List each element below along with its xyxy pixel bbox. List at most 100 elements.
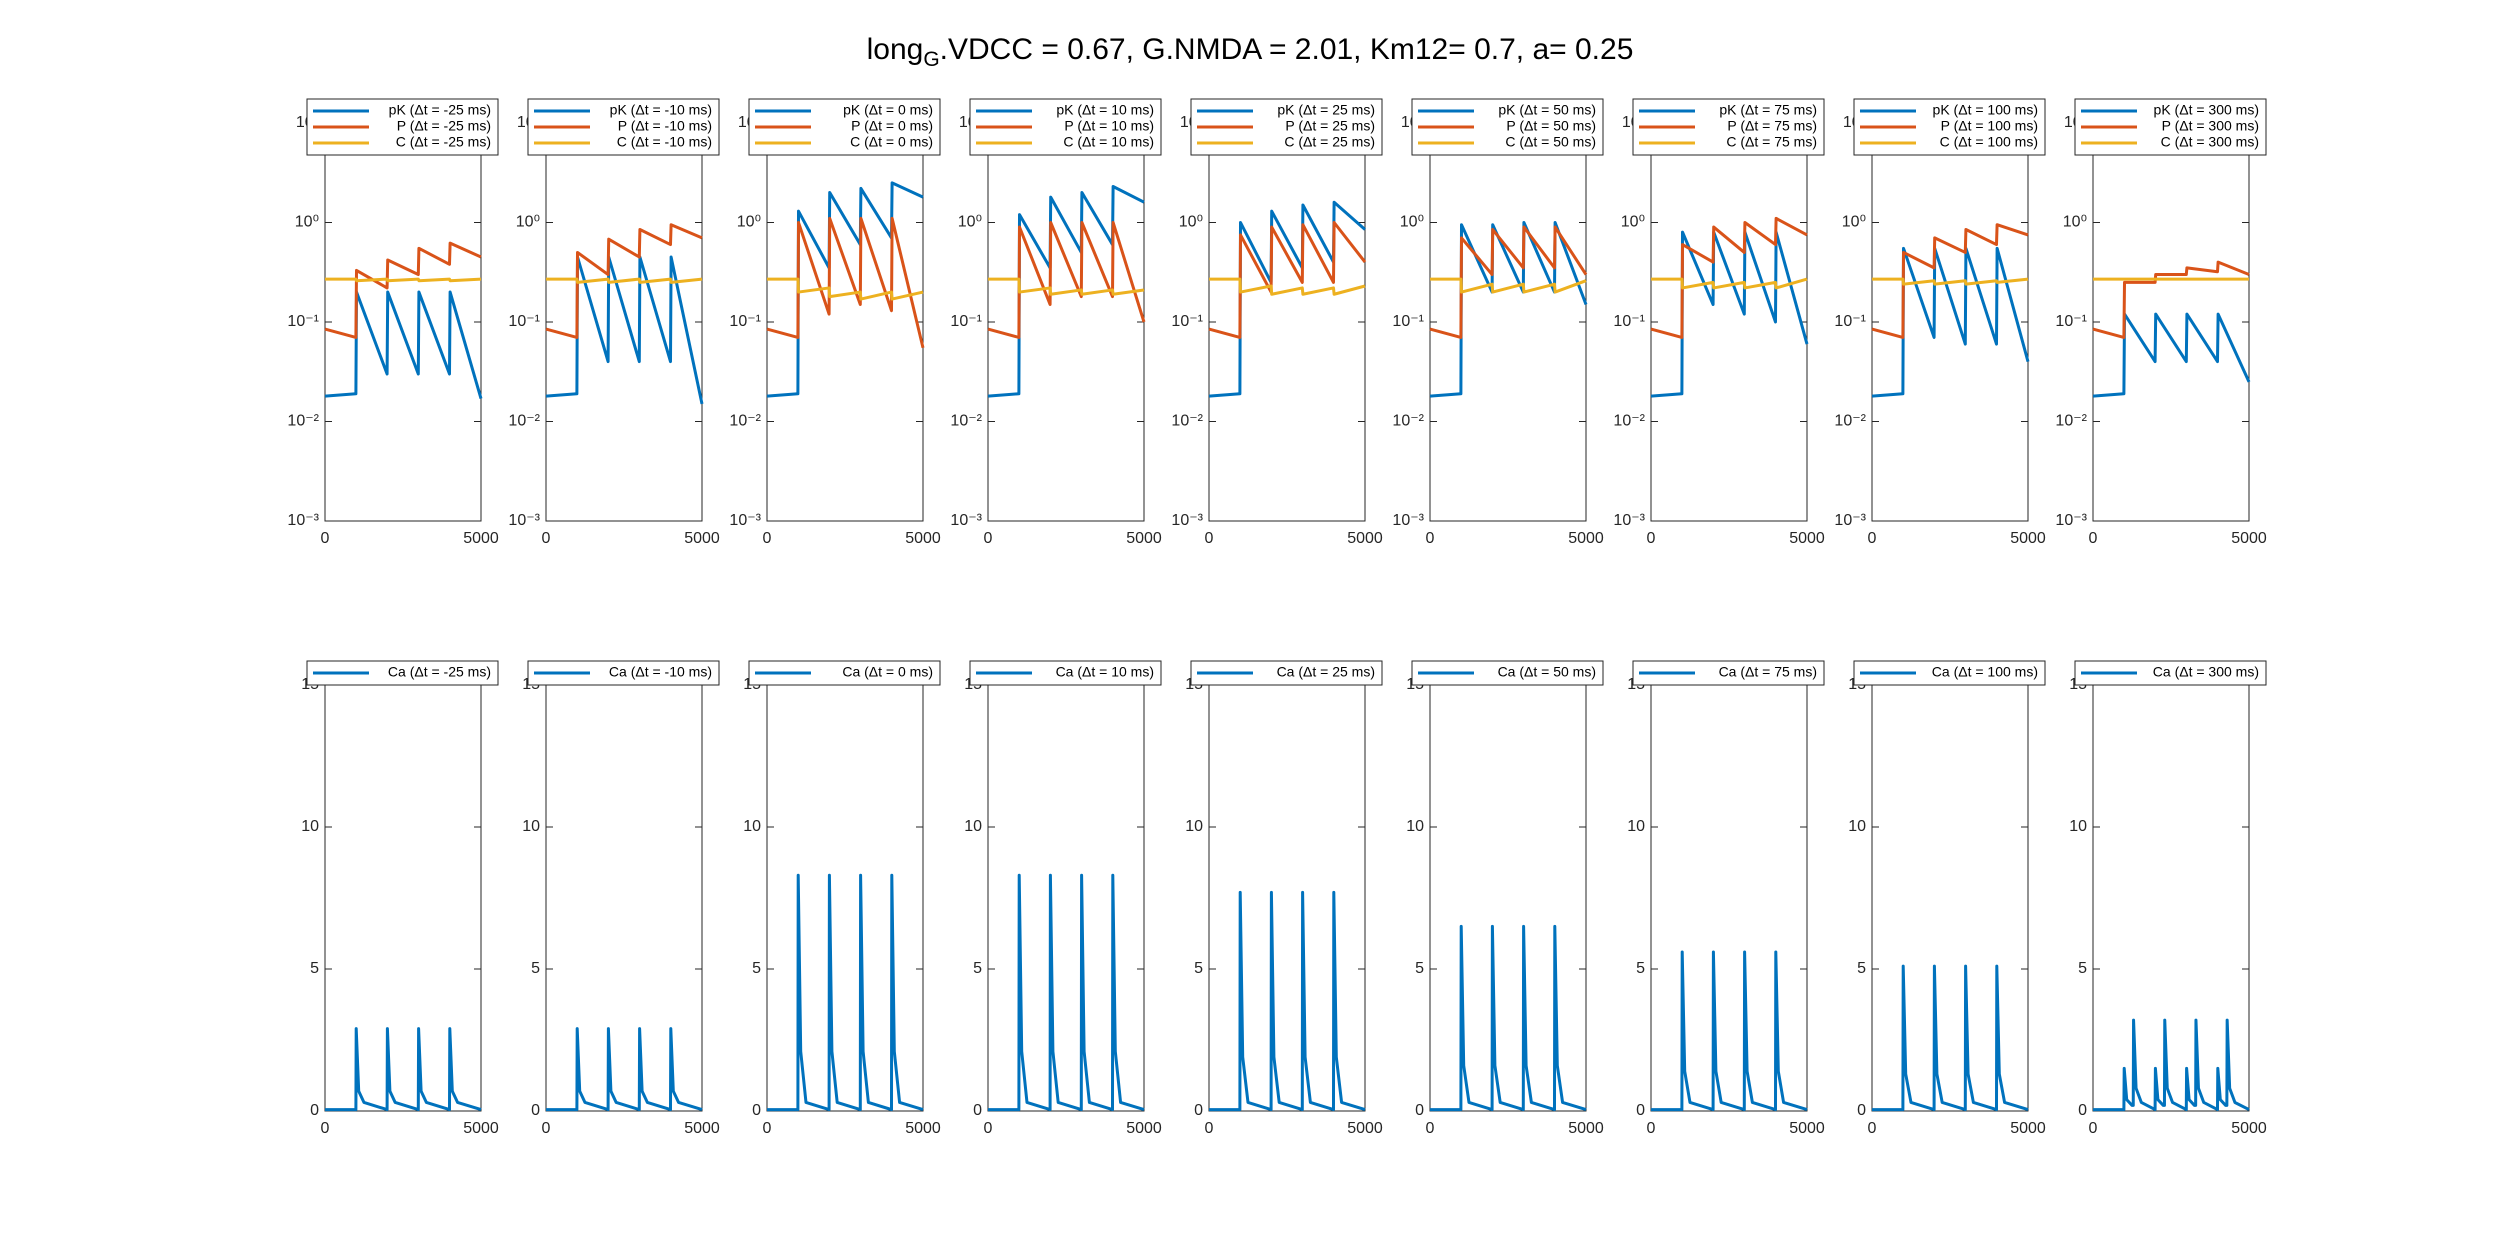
y-tick-label: 10 [301,818,319,835]
x-tick-label: 5000 [1126,530,1162,547]
title-part: long [867,33,924,66]
series-line [1430,924,1587,1112]
y-tick-label: 10⁻² [508,413,540,430]
x-tick-label: 0 [542,1120,551,1137]
legend-label: P (Δt = 0 ms) [851,118,933,134]
series-line [767,277,924,301]
x-tick-label: 0 [763,1120,772,1137]
x-tick-label: 0 [542,530,551,547]
legend-label: C (Δt = -10 ms) [617,134,712,150]
y-tick-label: 10 [1185,818,1203,835]
x-tick-label: 0 [1647,530,1656,547]
legend-label: pK (Δt = 50 ms) [1498,102,1596,118]
y-tick-label: 10⁻² [729,413,761,430]
x-tick-label: 0 [1426,530,1435,547]
legend-label: C (Δt = 10 ms) [1063,134,1154,150]
x-tick-label: 0 [1647,1120,1656,1137]
x-tick-label: 5000 [1126,1120,1162,1137]
y-tick-label: 0 [752,1102,761,1119]
legend-label: Ca (Δt = 75 ms) [1719,664,1817,680]
legend-label: C (Δt = 100 ms) [1940,134,2038,150]
y-tick-label: 0 [1857,1102,1866,1119]
series-line [988,873,1145,1112]
legend-label: pK (Δt = -10 ms) [610,102,712,118]
legend-label: C (Δt = 50 ms) [1505,134,1596,150]
x-tick-label: 5000 [1347,530,1383,547]
legend-label: C (Δt = 75 ms) [1726,134,1817,150]
series-line [988,277,1145,296]
y-tick-label: 10⁰ [1400,214,1424,231]
legend-label: pK (Δt = 100 ms) [1933,102,2038,118]
y-tick-label: 10 [964,818,982,835]
legend-label: Ca (Δt = -10 ms) [609,664,712,680]
y-tick-label: 10⁻³ [508,512,540,529]
x-tick-label: 0 [2089,530,2098,547]
y-tick-label: 10⁻³ [287,512,319,529]
y-tick-label: 10 [1406,818,1424,835]
y-tick-label: 10⁻² [1392,413,1424,430]
y-tick-label: 10⁻³ [950,512,982,529]
legend-label: Ca (Δt = -25 ms) [388,664,491,680]
y-tick-label: 5 [310,960,319,977]
x-tick-label: 5000 [463,1120,499,1137]
y-tick-label: 10⁰ [958,214,982,231]
y-tick-label: 0 [973,1102,982,1119]
series-line [324,241,482,339]
legend-label: pK (Δt = -25 ms) [389,102,491,118]
x-tick-label: 5000 [684,530,720,547]
y-tick-label: 10⁻² [1834,413,1866,430]
series-line [325,1027,482,1112]
legend-label: Ca (Δt = 300 ms) [2153,664,2259,680]
y-tick-label: 5 [1857,960,1866,977]
legend-label: P (Δt = 10 ms) [1064,118,1154,134]
series-line [546,1027,703,1112]
y-tick-label: 5 [1415,960,1424,977]
y-tick-label: 10⁻³ [2055,512,2087,529]
x-tick-label: 0 [321,530,330,547]
y-tick-label: 10⁻³ [1834,512,1866,529]
series-line [1209,277,1366,296]
legend-label: Ca (Δt = 100 ms) [1932,664,2038,680]
x-tick-label: 5000 [1568,1120,1604,1137]
x-tick-label: 0 [1205,1120,1214,1137]
x-tick-label: 5000 [1789,1120,1825,1137]
legend-label: P (Δt = 300 ms) [2162,118,2259,134]
legend-label: Ca (Δt = 25 ms) [1277,664,1375,680]
y-tick-label: 10⁻² [2055,413,2087,430]
x-tick-label: 5000 [684,1120,720,1137]
x-tick-label: 0 [1868,1120,1877,1137]
legend-label: pK (Δt = 0 ms) [843,102,933,118]
series-line [1872,964,2029,1112]
y-tick-label: 0 [531,1102,540,1119]
legend-label: Ca (Δt = 0 ms) [842,664,933,680]
y-tick-label: 0 [1415,1102,1424,1119]
legend-label: pK (Δt = 25 ms) [1277,102,1375,118]
y-tick-label: 10⁻² [1171,413,1203,430]
y-tick-label: 10⁻³ [1392,512,1424,529]
y-tick-label: 5 [2078,960,2087,977]
series-line [1650,216,1808,339]
x-tick-label: 5000 [2010,1120,2046,1137]
y-tick-label: 10⁰ [2063,214,2087,231]
x-tick-label: 0 [1426,1120,1435,1137]
y-tick-label: 10⁻³ [1171,512,1203,529]
y-tick-label: 10⁻¹ [950,313,982,330]
legend-label: pK (Δt = 75 ms) [1719,102,1817,118]
y-tick-label: 10⁻³ [1613,512,1645,529]
series-line [325,277,482,283]
legend-label: P (Δt = 50 ms) [1506,118,1596,134]
y-tick-label: 0 [310,1102,319,1119]
y-tick-label: 5 [1194,960,1203,977]
y-tick-label: 10 [743,818,761,835]
y-tick-label: 10⁻¹ [1613,313,1645,330]
y-tick-label: 10⁻² [950,413,982,430]
legend-label: P (Δt = 75 ms) [1727,118,1817,134]
y-tick-label: 10 [522,818,540,835]
series-line [1871,223,2029,339]
legend-label: P (Δt = -25 ms) [397,118,491,134]
series-line [2092,260,2250,339]
y-tick-label: 10⁻³ [729,512,761,529]
legend-label: Ca (Δt = 50 ms) [1498,664,1596,680]
series-line [2092,312,2251,398]
x-tick-label: 5000 [463,530,499,547]
